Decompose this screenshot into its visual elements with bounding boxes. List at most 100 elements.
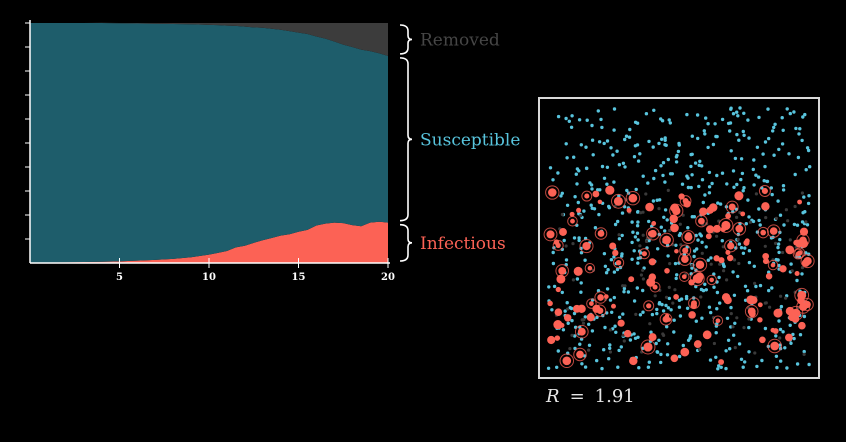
susceptible-dot xyxy=(613,324,617,328)
infectious-dot xyxy=(609,242,617,250)
infectious-dot xyxy=(723,296,732,305)
susceptible-dot xyxy=(707,170,712,175)
susceptible-dot xyxy=(667,118,671,122)
susceptible-dot xyxy=(632,332,636,336)
susceptible-dot xyxy=(608,346,612,350)
infectious-dot xyxy=(688,279,695,286)
removed-dot xyxy=(763,301,767,305)
susceptible-dot xyxy=(728,347,732,351)
removed-dot xyxy=(666,188,670,192)
susceptible-dot xyxy=(572,155,576,159)
susceptible-dot xyxy=(666,342,670,346)
infectious-dot xyxy=(798,321,806,330)
r-symbol: R xyxy=(546,386,560,407)
infectious-dot xyxy=(617,319,625,327)
infection-radius-ring xyxy=(640,339,656,355)
susceptible-dot xyxy=(608,343,612,347)
susceptible-dot xyxy=(700,240,704,244)
susceptible-dot xyxy=(590,329,595,333)
infectious-dot xyxy=(693,340,702,349)
infectious-dot xyxy=(592,190,600,198)
infectious-dot xyxy=(546,230,555,239)
infectious-dot xyxy=(586,313,595,322)
susceptible-dot xyxy=(575,182,579,186)
susceptible-dot xyxy=(781,330,785,334)
susceptible-dot xyxy=(781,184,786,188)
infectious-dot xyxy=(720,226,726,232)
susceptible-dot xyxy=(579,281,583,285)
infectious-dot xyxy=(715,318,721,324)
susceptible-dot xyxy=(579,143,583,147)
susceptible-dot xyxy=(742,186,746,190)
r-value: 1.91 xyxy=(594,386,635,407)
susceptible-dot xyxy=(666,306,671,310)
susceptible-dot xyxy=(579,290,583,294)
infection-radius-ring xyxy=(695,214,708,228)
susceptible-dot xyxy=(684,296,689,301)
removed-dot xyxy=(622,339,626,343)
infectious-dot xyxy=(797,290,807,300)
susceptible-dot xyxy=(739,246,744,250)
removed-dot xyxy=(679,243,683,247)
susceptible-dot xyxy=(655,307,659,312)
infection-radius-ring xyxy=(594,291,607,304)
removed-dot xyxy=(700,251,704,255)
susceptible-dot xyxy=(633,235,638,239)
infectious-dot xyxy=(553,320,563,330)
susceptible-dot xyxy=(765,179,769,184)
susceptible-dot xyxy=(689,164,693,169)
infectious-dot xyxy=(613,196,623,206)
susceptible-dot xyxy=(590,138,595,142)
susceptible-dot xyxy=(600,125,604,130)
susceptible-dot xyxy=(603,264,608,268)
susceptible-dot xyxy=(763,326,768,331)
susceptible-dot xyxy=(567,119,571,123)
susceptible-dot xyxy=(718,301,722,305)
susceptible-dot xyxy=(565,301,569,305)
removed-dot xyxy=(790,269,794,273)
susceptible-dot xyxy=(795,223,800,227)
susceptible-dot xyxy=(781,128,785,132)
infectious-dot xyxy=(748,310,756,318)
infection-radius-ring xyxy=(724,239,738,253)
susceptible-dot xyxy=(778,213,783,217)
removed-dot xyxy=(667,285,671,289)
x-tick-label: 20 xyxy=(381,272,395,283)
susceptible-dot xyxy=(763,140,768,144)
susceptible-dot xyxy=(704,116,708,120)
susceptible-dot xyxy=(694,233,698,238)
susceptible-dot xyxy=(757,207,761,211)
susceptible-dot xyxy=(668,172,673,176)
susceptible-dot xyxy=(565,156,569,160)
infection-radius-ring xyxy=(688,297,700,310)
susceptible-dot xyxy=(652,176,656,181)
susceptible-dot xyxy=(729,325,733,329)
susceptible-dot xyxy=(690,173,694,177)
susceptible-dot xyxy=(612,128,616,132)
susceptible-dot xyxy=(595,358,599,363)
susceptible-dot xyxy=(788,111,792,116)
susceptible-dot xyxy=(772,125,776,130)
infectious-dot xyxy=(646,277,656,287)
susceptible-dot xyxy=(651,145,655,149)
infection-radius-ring xyxy=(681,230,696,245)
susceptible-dot xyxy=(690,215,694,219)
susceptible-dot xyxy=(622,290,626,294)
susceptible-dot xyxy=(628,127,632,132)
area-susceptible xyxy=(30,23,388,263)
removed-dot xyxy=(579,214,583,218)
infection-radius-ring xyxy=(638,248,650,260)
susceptible-dot xyxy=(679,297,684,301)
legend-label-susceptible: Susceptible xyxy=(420,130,520,150)
susceptible-dot xyxy=(728,129,732,133)
susceptible-dot xyxy=(732,185,736,189)
susceptible-dot xyxy=(612,107,617,111)
susceptible-dot xyxy=(641,310,645,314)
susceptible-dot xyxy=(776,242,781,246)
removed-dot xyxy=(653,294,657,298)
susceptible-dot xyxy=(659,164,663,168)
susceptible-dot xyxy=(741,189,745,193)
removed-dot xyxy=(764,216,768,220)
susceptible-dot xyxy=(770,192,774,197)
removed-dot xyxy=(644,192,648,196)
